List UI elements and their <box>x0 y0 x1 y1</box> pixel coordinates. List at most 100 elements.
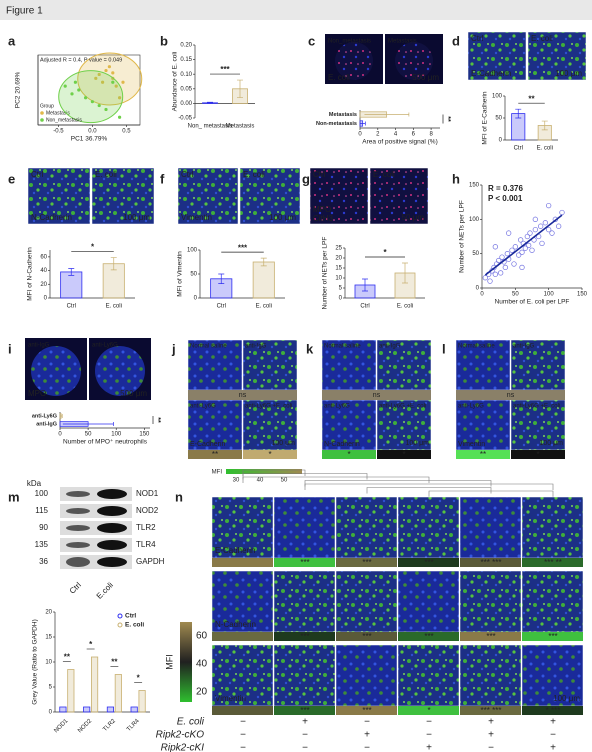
stain-label: MPO <box>313 205 331 214</box>
mfi-strip <box>522 632 583 641</box>
bar <box>67 669 75 713</box>
x-tick-label: NOD2 <box>77 718 93 734</box>
star-label: *** <box>362 706 371 715</box>
image-label: anti-IgG <box>28 343 50 349</box>
point <box>519 249 525 255</box>
star-label: ** <box>212 450 218 459</box>
stain-label: E-Cadherin <box>190 441 226 448</box>
micrograph <box>177 167 239 225</box>
condition-sign: + <box>488 730 494 741</box>
panel-letter: e <box>8 171 15 186</box>
star-label: * <box>268 450 271 459</box>
point <box>546 226 552 233</box>
micrograph <box>242 339 298 391</box>
star-label: * <box>536 450 539 459</box>
x-tick-label: 100 <box>544 292 555 298</box>
legend-swatch <box>117 613 123 619</box>
annotation: R = 0.376 <box>488 184 523 193</box>
blot-protein: TLR4 <box>136 540 156 549</box>
y-tick-label: 0.00 <box>180 101 192 107</box>
x-tick-label: E. coli <box>256 304 272 310</box>
point <box>509 247 515 253</box>
mfi-strip <box>456 450 510 459</box>
micrograph <box>335 496 398 559</box>
lane-label: E.coli <box>95 580 115 600</box>
colorbar-tick-label: 20 <box>196 687 208 698</box>
micrograph <box>521 570 584 633</box>
point <box>506 230 512 236</box>
mfi-strip <box>336 558 397 567</box>
scale-label: 100 μm <box>540 440 564 447</box>
x-tick-label: E. coli <box>106 304 122 310</box>
sig-label: * <box>89 640 93 649</box>
scale-label: 50 μm <box>402 213 425 222</box>
blot-band <box>97 557 127 567</box>
x-tick-label: E. coli <box>397 304 413 310</box>
y-tick-label: 10 <box>45 660 52 666</box>
image-label: E. coli <box>373 170 395 179</box>
scale-label: 100 μm <box>406 440 430 447</box>
y-tick-label: 50 <box>495 116 502 122</box>
blot-protein: TLR2 <box>136 523 156 532</box>
micrograph <box>510 339 566 391</box>
point <box>546 202 552 209</box>
micrograph <box>321 339 377 391</box>
micrograph <box>211 570 274 633</box>
point <box>107 65 111 69</box>
ns-label: ns <box>507 392 515 399</box>
mfi-strip <box>274 558 335 567</box>
y-tick-label: -0.05 <box>178 116 192 122</box>
group-ellipse <box>77 52 143 106</box>
blot-band <box>66 557 90 567</box>
mfi-strip <box>377 450 431 459</box>
point <box>502 264 508 271</box>
comparison-bracket <box>242 469 306 476</box>
comparison-bracket <box>428 490 554 497</box>
point <box>90 100 94 104</box>
blot-protein: GAPDH <box>136 557 165 566</box>
panel-letter: l <box>442 341 446 356</box>
error-bar <box>362 278 368 292</box>
error-bar <box>218 273 225 284</box>
stain-label: Vimentin <box>215 694 246 703</box>
y-tick-label: 20 <box>335 256 342 262</box>
point <box>511 261 517 267</box>
legend-label: Metastasis <box>46 110 70 116</box>
micrograph <box>309 167 369 225</box>
mfi-strip <box>511 450 565 459</box>
blot-kda: 100 <box>35 489 49 498</box>
x-tick-label: 6 <box>412 132 416 138</box>
y-tick-label: 0.20 <box>180 43 192 49</box>
micrograph <box>521 644 584 707</box>
blot-kda: 36 <box>39 557 48 566</box>
bar <box>114 674 122 713</box>
x-tick-label: 0.0 <box>88 129 97 135</box>
micrograph <box>335 42 373 80</box>
condition-sign: − <box>426 717 432 728</box>
colorbar-tick-label: 60 <box>196 631 208 642</box>
micrograph <box>395 42 433 80</box>
y-tick-label: 0 <box>49 710 53 716</box>
y-tick-label: 25 <box>335 246 342 252</box>
image-label: anti-Ly6G <box>458 404 484 410</box>
point <box>516 252 522 258</box>
condition-sign: − <box>364 743 370 752</box>
micrograph <box>91 167 155 225</box>
y-axis-label: Abundance of E. coli <box>172 52 179 112</box>
point <box>118 115 122 119</box>
bar <box>138 690 146 713</box>
sig-label: *** <box>220 65 230 74</box>
blot-protein: NOD1 <box>136 489 159 498</box>
y-tick-label: 0 <box>476 286 480 292</box>
micrograph <box>455 339 511 391</box>
point <box>527 230 533 236</box>
colorbar <box>180 622 192 702</box>
star-label: ** <box>480 450 486 459</box>
y-tick-label: 10 <box>335 276 342 282</box>
comparison-bracket <box>242 476 430 483</box>
star-label: *** *** <box>481 558 502 567</box>
point <box>532 226 538 233</box>
y-tick-label: Metastasis <box>329 112 357 118</box>
image-label: Ctrl <box>31 170 44 179</box>
panel-letter: f <box>160 171 165 186</box>
